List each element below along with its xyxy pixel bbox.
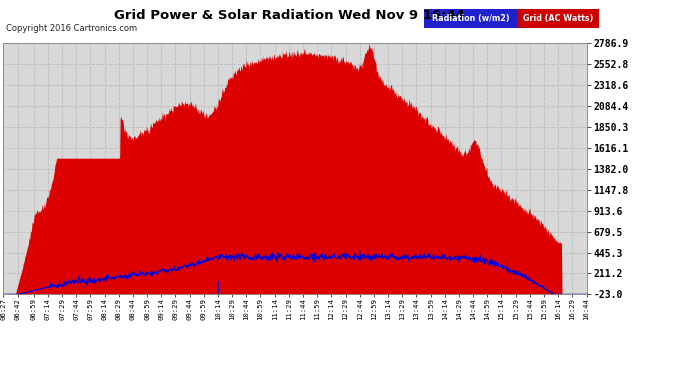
Text: Copyright 2016 Cartronics.com: Copyright 2016 Cartronics.com [6,24,137,33]
Text: Radiation (w/m2): Radiation (w/m2) [432,14,510,23]
Text: Grid Power & Solar Radiation Wed Nov 9 16:44: Grid Power & Solar Radiation Wed Nov 9 1… [115,9,465,22]
Text: Grid (AC Watts): Grid (AC Watts) [523,14,593,23]
